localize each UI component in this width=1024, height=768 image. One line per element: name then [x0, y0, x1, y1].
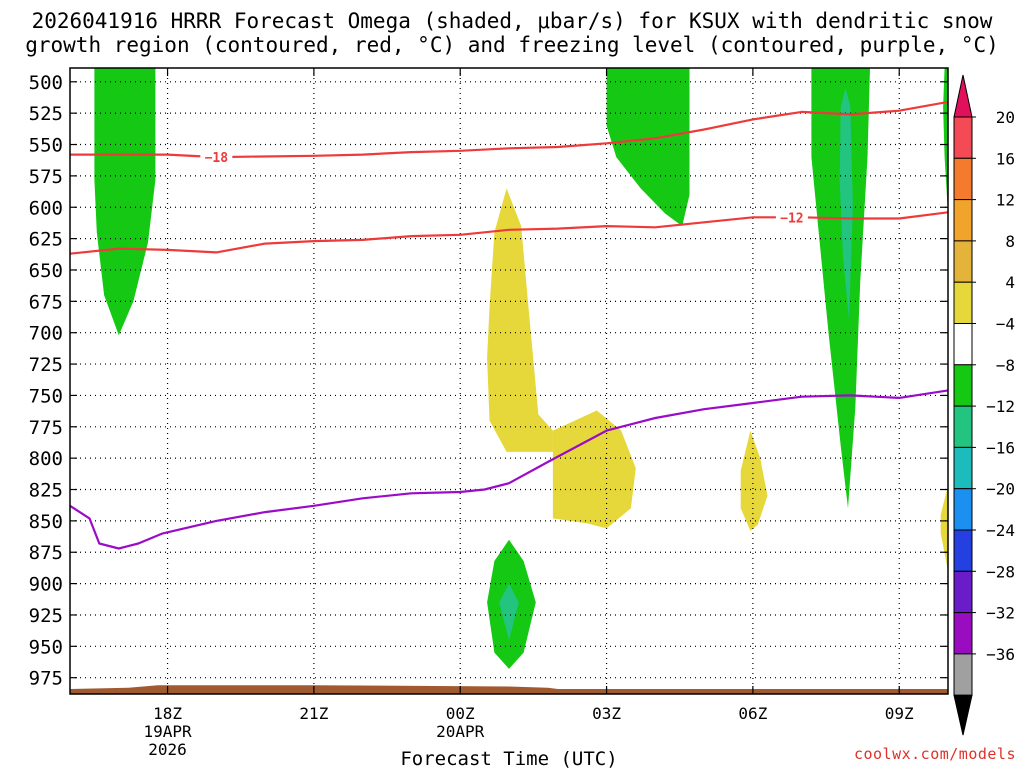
y-tick-label-625: 625: [29, 229, 63, 251]
colorbar-bin-9: [953, 488, 973, 531]
y-tick-label-775: 775: [29, 417, 63, 439]
plot-layer: −18 −12: [70, 68, 948, 694]
colorbar-bin-8: [953, 446, 973, 490]
y-tick-label-600: 600: [29, 197, 63, 219]
omega-region--4to-8: [94, 68, 156, 336]
x-tick-label-18Z: 18Z: [153, 704, 182, 723]
omega-region-4to8: [740, 430, 768, 531]
omega-region-4to8: [487, 188, 553, 452]
contour-line-0: [70, 100, 948, 159]
contour-label-bg-0: [200, 150, 233, 165]
colorbar-label-2: 12: [996, 191, 1015, 210]
colorbar-label-0: 20: [996, 108, 1015, 127]
colorbar-bin-5: [953, 323, 973, 366]
y-tick-label-800: 800: [29, 448, 63, 470]
y-tick-label-900: 900: [29, 574, 63, 596]
colorbar-label-1: 16: [996, 149, 1015, 168]
colorbar-label-10: −24: [986, 521, 1015, 540]
colorbar-label-9: −20: [986, 480, 1015, 499]
colorbar-bin-12: [953, 612, 973, 655]
omega-region--8to-12: [499, 583, 519, 641]
y-tick-label-650: 650: [29, 260, 63, 282]
y-tick-label-575: 575: [29, 166, 63, 188]
y-tick-label-825: 825: [29, 480, 63, 502]
y-tick-label-525: 525: [29, 103, 63, 125]
y-tick-label-750: 750: [29, 385, 63, 407]
colorbar-bin-3: [953, 240, 973, 283]
colorbar-label-7: −12: [986, 397, 1015, 416]
colorbar-bin-0: [953, 116, 973, 159]
colorbar-bin-13: [953, 653, 973, 696]
colorbar-label-11: −28: [986, 562, 1015, 581]
colorbar-label-5: −4: [996, 315, 1015, 334]
chart-title-line-2: growth region (contoured, red, °C) and f…: [25, 33, 999, 57]
omega-region--8to-12: [839, 88, 853, 321]
omega-region-4to8: [940, 485, 948, 572]
y-tick-label-550: 550: [29, 135, 63, 157]
colorbar-bin-1: [953, 157, 973, 201]
omega-region--4to-8: [606, 68, 690, 227]
colorbar-label-13: −36: [986, 645, 1015, 664]
y-tick-label-975: 975: [29, 668, 63, 690]
contour-line-2: [70, 389, 948, 550]
x-tick-sublabel-00Z: 20APR: [436, 722, 485, 741]
credit-text: coolwx.com/models: [853, 745, 1016, 763]
plot-frame: [69, 67, 949, 695]
y-tick-label-500: 500: [29, 72, 63, 94]
x-tick-label-09Z: 09Z: [885, 704, 914, 723]
colorbar-label-12: −32: [986, 604, 1015, 623]
y-tick-label-950: 950: [29, 636, 63, 658]
contour-label-0: −18: [205, 151, 229, 166]
colorbar-bin-7: [953, 405, 973, 448]
colorbar-top-arrow: [953, 74, 973, 118]
colorbar-label-4: 4: [1005, 273, 1015, 292]
colorbar-label-3: 8: [1005, 232, 1015, 251]
y-tick-label-875: 875: [29, 542, 63, 564]
colorbar-bottom-arrow: [953, 694, 973, 736]
x-tick-label-00Z: 00Z: [446, 704, 475, 723]
colorbar-bin-6: [953, 364, 973, 407]
x-axis-title: Forecast Time (UTC): [400, 748, 617, 768]
x-tick-sublabel-18Z: 19APR: [143, 722, 192, 741]
contour-label-bg-1: [775, 210, 808, 225]
chart-title-line-1: 2026041916 HRRR Forecast Omega (shaded, …: [31, 9, 993, 33]
x-tick-label-06Z: 06Z: [738, 704, 767, 723]
colorbar-label-8: −16: [986, 438, 1015, 457]
colorbar-label-6: −8: [996, 356, 1015, 375]
colorbar-bin-10: [953, 529, 973, 572]
y-tick-label-675: 675: [29, 291, 63, 313]
y-tick-label-700: 700: [29, 323, 63, 345]
omega-region--4to-8: [811, 68, 870, 509]
colorbar-bin-4: [953, 281, 973, 325]
colorbar-bin-11: [953, 570, 973, 614]
y-tick-label-850: 850: [29, 511, 63, 533]
x-tick-year-18Z: 2026: [148, 740, 187, 759]
x-tick-label-03Z: 03Z: [592, 704, 621, 723]
y-tick-label-925: 925: [29, 605, 63, 627]
terrain-surface: [70, 685, 948, 694]
omega-region-4to8: [552, 410, 636, 529]
y-tick-label-725: 725: [29, 354, 63, 376]
omega-region--4to-8: [943, 68, 948, 214]
colorbar-bin-2: [953, 199, 973, 242]
x-tick-label-21Z: 21Z: [299, 704, 328, 723]
contour-label-1: −12: [780, 211, 803, 226]
